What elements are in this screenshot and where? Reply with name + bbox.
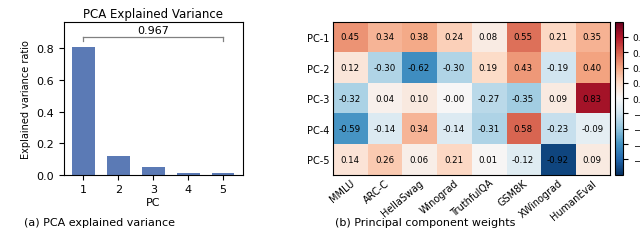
Text: 0.14: 0.14 [340,155,360,164]
Text: -0.32: -0.32 [339,94,361,103]
Text: 0.21: 0.21 [444,155,463,164]
Text: 0.26: 0.26 [375,155,394,164]
Text: -0.62: -0.62 [408,64,430,73]
Text: 0.09: 0.09 [582,155,602,164]
Text: 0.21: 0.21 [548,33,567,42]
Text: 0.35: 0.35 [582,33,602,42]
Text: 0.04: 0.04 [375,94,394,103]
Text: 0.967: 0.967 [138,26,169,36]
Text: 0.09: 0.09 [548,94,567,103]
Bar [107,156,130,175]
Text: 0.45: 0.45 [340,33,360,42]
Text: 0.01: 0.01 [479,155,498,164]
Text: -0.92: -0.92 [547,155,569,164]
Text: 0.19: 0.19 [479,64,498,73]
Text: (a) PCA explained variance: (a) PCA explained variance [24,218,175,228]
Text: 0.55: 0.55 [513,33,532,42]
Bar [72,48,95,175]
Text: 0.34: 0.34 [410,125,429,134]
Text: -0.27: -0.27 [477,94,499,103]
Bar [212,174,234,175]
Text: 0.06: 0.06 [410,155,429,164]
Text: -0.30: -0.30 [373,64,396,73]
Text: 0.38: 0.38 [410,33,429,42]
Bar [142,168,164,175]
Text: 0.12: 0.12 [340,64,360,73]
Bar [177,173,200,175]
Text: 0.34: 0.34 [375,33,394,42]
Text: 0.24: 0.24 [444,33,463,42]
Text: -0.14: -0.14 [443,125,465,134]
Text: 0.10: 0.10 [410,94,429,103]
Text: -0.30: -0.30 [443,64,465,73]
Text: 0.58: 0.58 [513,125,532,134]
Y-axis label: Explained variance ratio: Explained variance ratio [21,40,31,158]
Title: PCA Explained Variance: PCA Explained Variance [83,8,223,21]
Text: 0.43: 0.43 [513,64,532,73]
X-axis label: PC: PC [146,198,161,207]
Text: 0.40: 0.40 [582,64,602,73]
Text: 0.83: 0.83 [582,94,602,103]
Text: (b) Principal component weights: (b) Principal component weights [335,218,516,228]
Text: -0.23: -0.23 [547,125,569,134]
Text: -0.31: -0.31 [477,125,499,134]
Text: -0.14: -0.14 [373,125,396,134]
Text: 0.08: 0.08 [479,33,498,42]
Text: -0.09: -0.09 [581,125,604,134]
Text: -0.19: -0.19 [547,64,569,73]
Text: -0.12: -0.12 [512,155,534,164]
Text: -0.35: -0.35 [512,94,534,103]
Text: -0.00: -0.00 [443,94,465,103]
Text: -0.59: -0.59 [339,125,361,134]
